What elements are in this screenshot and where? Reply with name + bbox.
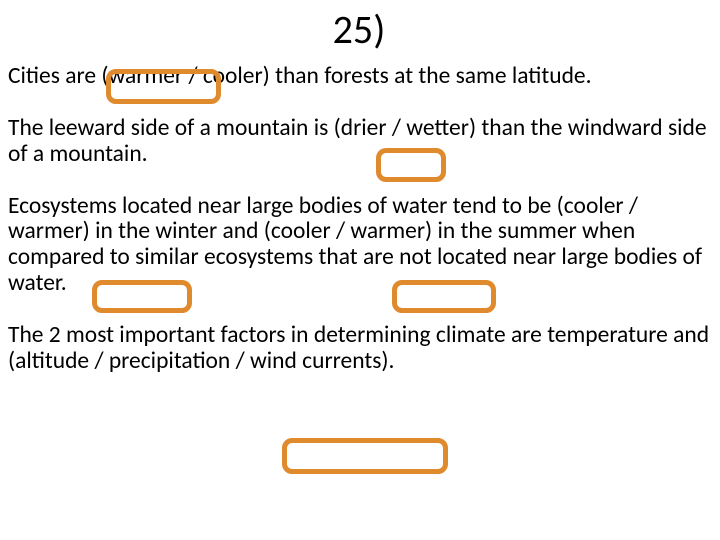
hl-precipitation xyxy=(282,438,448,474)
slide-body: Cities are (warmer / cooler) than forest… xyxy=(8,64,710,375)
paragraph-4: The 2 most important factors in determin… xyxy=(8,323,710,375)
paragraph-3: Ecosystems located near large bodies of … xyxy=(8,194,710,297)
slide-container: 25) Cities are (warmer / cooler) than fo… xyxy=(0,0,720,540)
paragraph-2: The leeward side of a mountain is (drier… xyxy=(8,116,710,168)
slide-title: 25) xyxy=(8,10,710,50)
paragraph-1: Cities are (warmer / cooler) than forest… xyxy=(8,64,710,90)
